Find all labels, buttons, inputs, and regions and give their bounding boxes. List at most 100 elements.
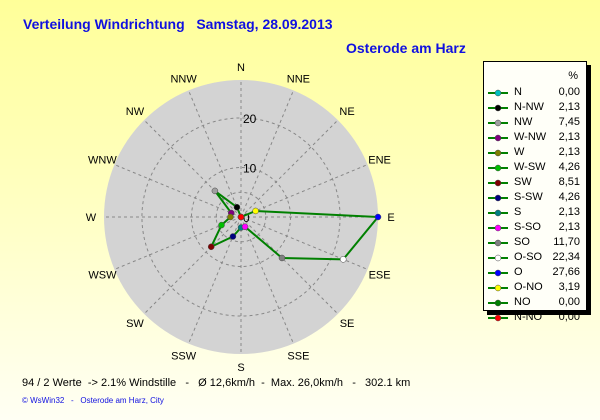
legend-item: NW 7,45 (488, 116, 580, 131)
legend-item: W-NW 2,13 (488, 131, 580, 146)
direction-label-wsw: WSW (88, 269, 117, 281)
legend-item: N-NO 0,00 (488, 311, 580, 326)
legend-value: 22,34 (552, 251, 580, 263)
legend-value: 0,00 (558, 86, 580, 98)
legend-marker-icon (488, 314, 508, 322)
legend: % N 0,00 N-NW 2,13 NW 7,45 W-NW 2,13 W 2,13 W-SW 4,… (483, 61, 587, 323)
radial-tick-label: 10 (243, 161, 257, 175)
direction-label-nne: NNE (287, 73, 310, 85)
legend-item: O-SO 22,34 (488, 251, 580, 266)
legend-value: 8,51 (558, 176, 580, 188)
legend-label: O-SO (514, 251, 543, 263)
legend-value: 2,13 (558, 221, 580, 233)
legend-value: 2,13 (558, 206, 580, 218)
legend-item: S-SO 2,13 (488, 221, 580, 236)
grid-spoke (240, 119, 339, 218)
legend-marker-icon (488, 164, 508, 172)
legend-marker-icon (488, 149, 508, 157)
legend-value: 11,70 (553, 236, 580, 248)
legend-value: 0,00 (558, 311, 580, 323)
data-point-o-no (252, 207, 259, 215)
direction-label-ese: ESE (369, 269, 391, 281)
data-point-n-no (237, 213, 245, 221)
legend-item: O-NO 3,19 (488, 281, 580, 296)
chart-title: Verteilung Windrichtung Samstag, 28.09.2… (23, 16, 333, 32)
legend-marker-icon (488, 254, 508, 262)
grid-spoke (188, 90, 242, 218)
direction-label-wnw: WNW (88, 155, 117, 167)
legend-item: S-SW 4,26 (488, 191, 580, 206)
legend-label: S-SO (514, 221, 541, 233)
grid-spoke (188, 216, 242, 344)
legend-value: 27,66 (552, 266, 580, 278)
legend-value: 7,45 (558, 116, 580, 128)
legend-value: 4,26 (558, 191, 580, 203)
data-point-w (227, 213, 234, 221)
direction-label-nnw: NNW (170, 73, 197, 85)
data-point-nw (211, 187, 219, 195)
legend-item: N 0,00 (488, 86, 580, 101)
legend-value: 2,13 (558, 146, 580, 158)
grid-spoke (240, 216, 339, 315)
grid-spoke (240, 216, 368, 270)
radial-tick-label: 20 (243, 112, 257, 126)
data-point-n-nw (233, 204, 241, 211)
credit-line: © WsWin32 - Osterode am Harz, City (22, 396, 164, 405)
data-point-s-so (241, 223, 249, 230)
legend-marker-icon (488, 194, 508, 202)
direction-label-nw: NW (126, 106, 145, 118)
legend-marker-icon (488, 224, 508, 232)
legend-value: 4,26 (558, 161, 580, 173)
direction-label-ssw: SSW (171, 351, 197, 363)
direction-label-e: E (387, 212, 394, 224)
direction-label-n: N (237, 62, 245, 74)
legend-value: 3,19 (558, 281, 580, 293)
legend-marker-icon (488, 209, 508, 217)
grid-spoke (143, 119, 242, 218)
legend-item: O 27,66 (488, 266, 580, 281)
legend-label: SO (514, 236, 530, 248)
direction-label-se: SE (340, 318, 355, 330)
legend-label: O-NO (514, 281, 543, 293)
grid-spoke (240, 216, 294, 344)
legend-item: S 2,13 (488, 206, 580, 221)
grid-spoke (114, 216, 242, 270)
data-point-sw (207, 243, 215, 251)
direction-label-sw: SW (126, 318, 144, 330)
legend-label: W (514, 146, 525, 158)
legend-marker-icon (488, 134, 508, 142)
grid-ring (141, 117, 341, 317)
legend-marker-icon (488, 179, 508, 187)
legend-marker-icon (488, 239, 508, 247)
direction-label-s: S (237, 362, 244, 374)
data-point-o-so (339, 256, 347, 263)
statistics-line: 94 / 2 Werte -> 2.1% Windstille - Ø 12,6… (22, 377, 411, 389)
grid-spoke (240, 90, 294, 218)
legend-marker-icon (488, 104, 508, 112)
direction-label-sse: SSE (287, 351, 309, 363)
legend-item: W 2,13 (488, 146, 580, 161)
grid-spoke (114, 164, 242, 218)
radial-tick-label: 0 (243, 211, 250, 225)
legend-marker-icon (488, 269, 508, 277)
legend-item: SO 11,70 (488, 236, 580, 251)
legend-marker-icon (488, 89, 508, 97)
legend-label: N-NW (514, 101, 544, 113)
direction-label-ne: NE (339, 106, 354, 118)
data-point-o (374, 213, 382, 221)
legend-label: W-SW (514, 161, 546, 173)
legend-marker-icon (488, 119, 508, 127)
legend-value: 0,00 (558, 296, 580, 308)
legend-label: W-NW (514, 131, 547, 143)
legend-marker-icon (488, 299, 508, 307)
legend-item: N-NW 2,13 (488, 101, 580, 116)
legend-value: 2,13 (558, 101, 580, 113)
legend-label: S-SW (514, 191, 543, 203)
grid-spoke (143, 216, 242, 315)
direction-label-ene: ENE (368, 155, 391, 167)
legend-value: 2,13 (558, 131, 580, 143)
legend-item: NO 0,00 (488, 296, 580, 311)
chart-subtitle: Osterode am Harz (346, 40, 466, 56)
data-point-so (278, 254, 286, 262)
